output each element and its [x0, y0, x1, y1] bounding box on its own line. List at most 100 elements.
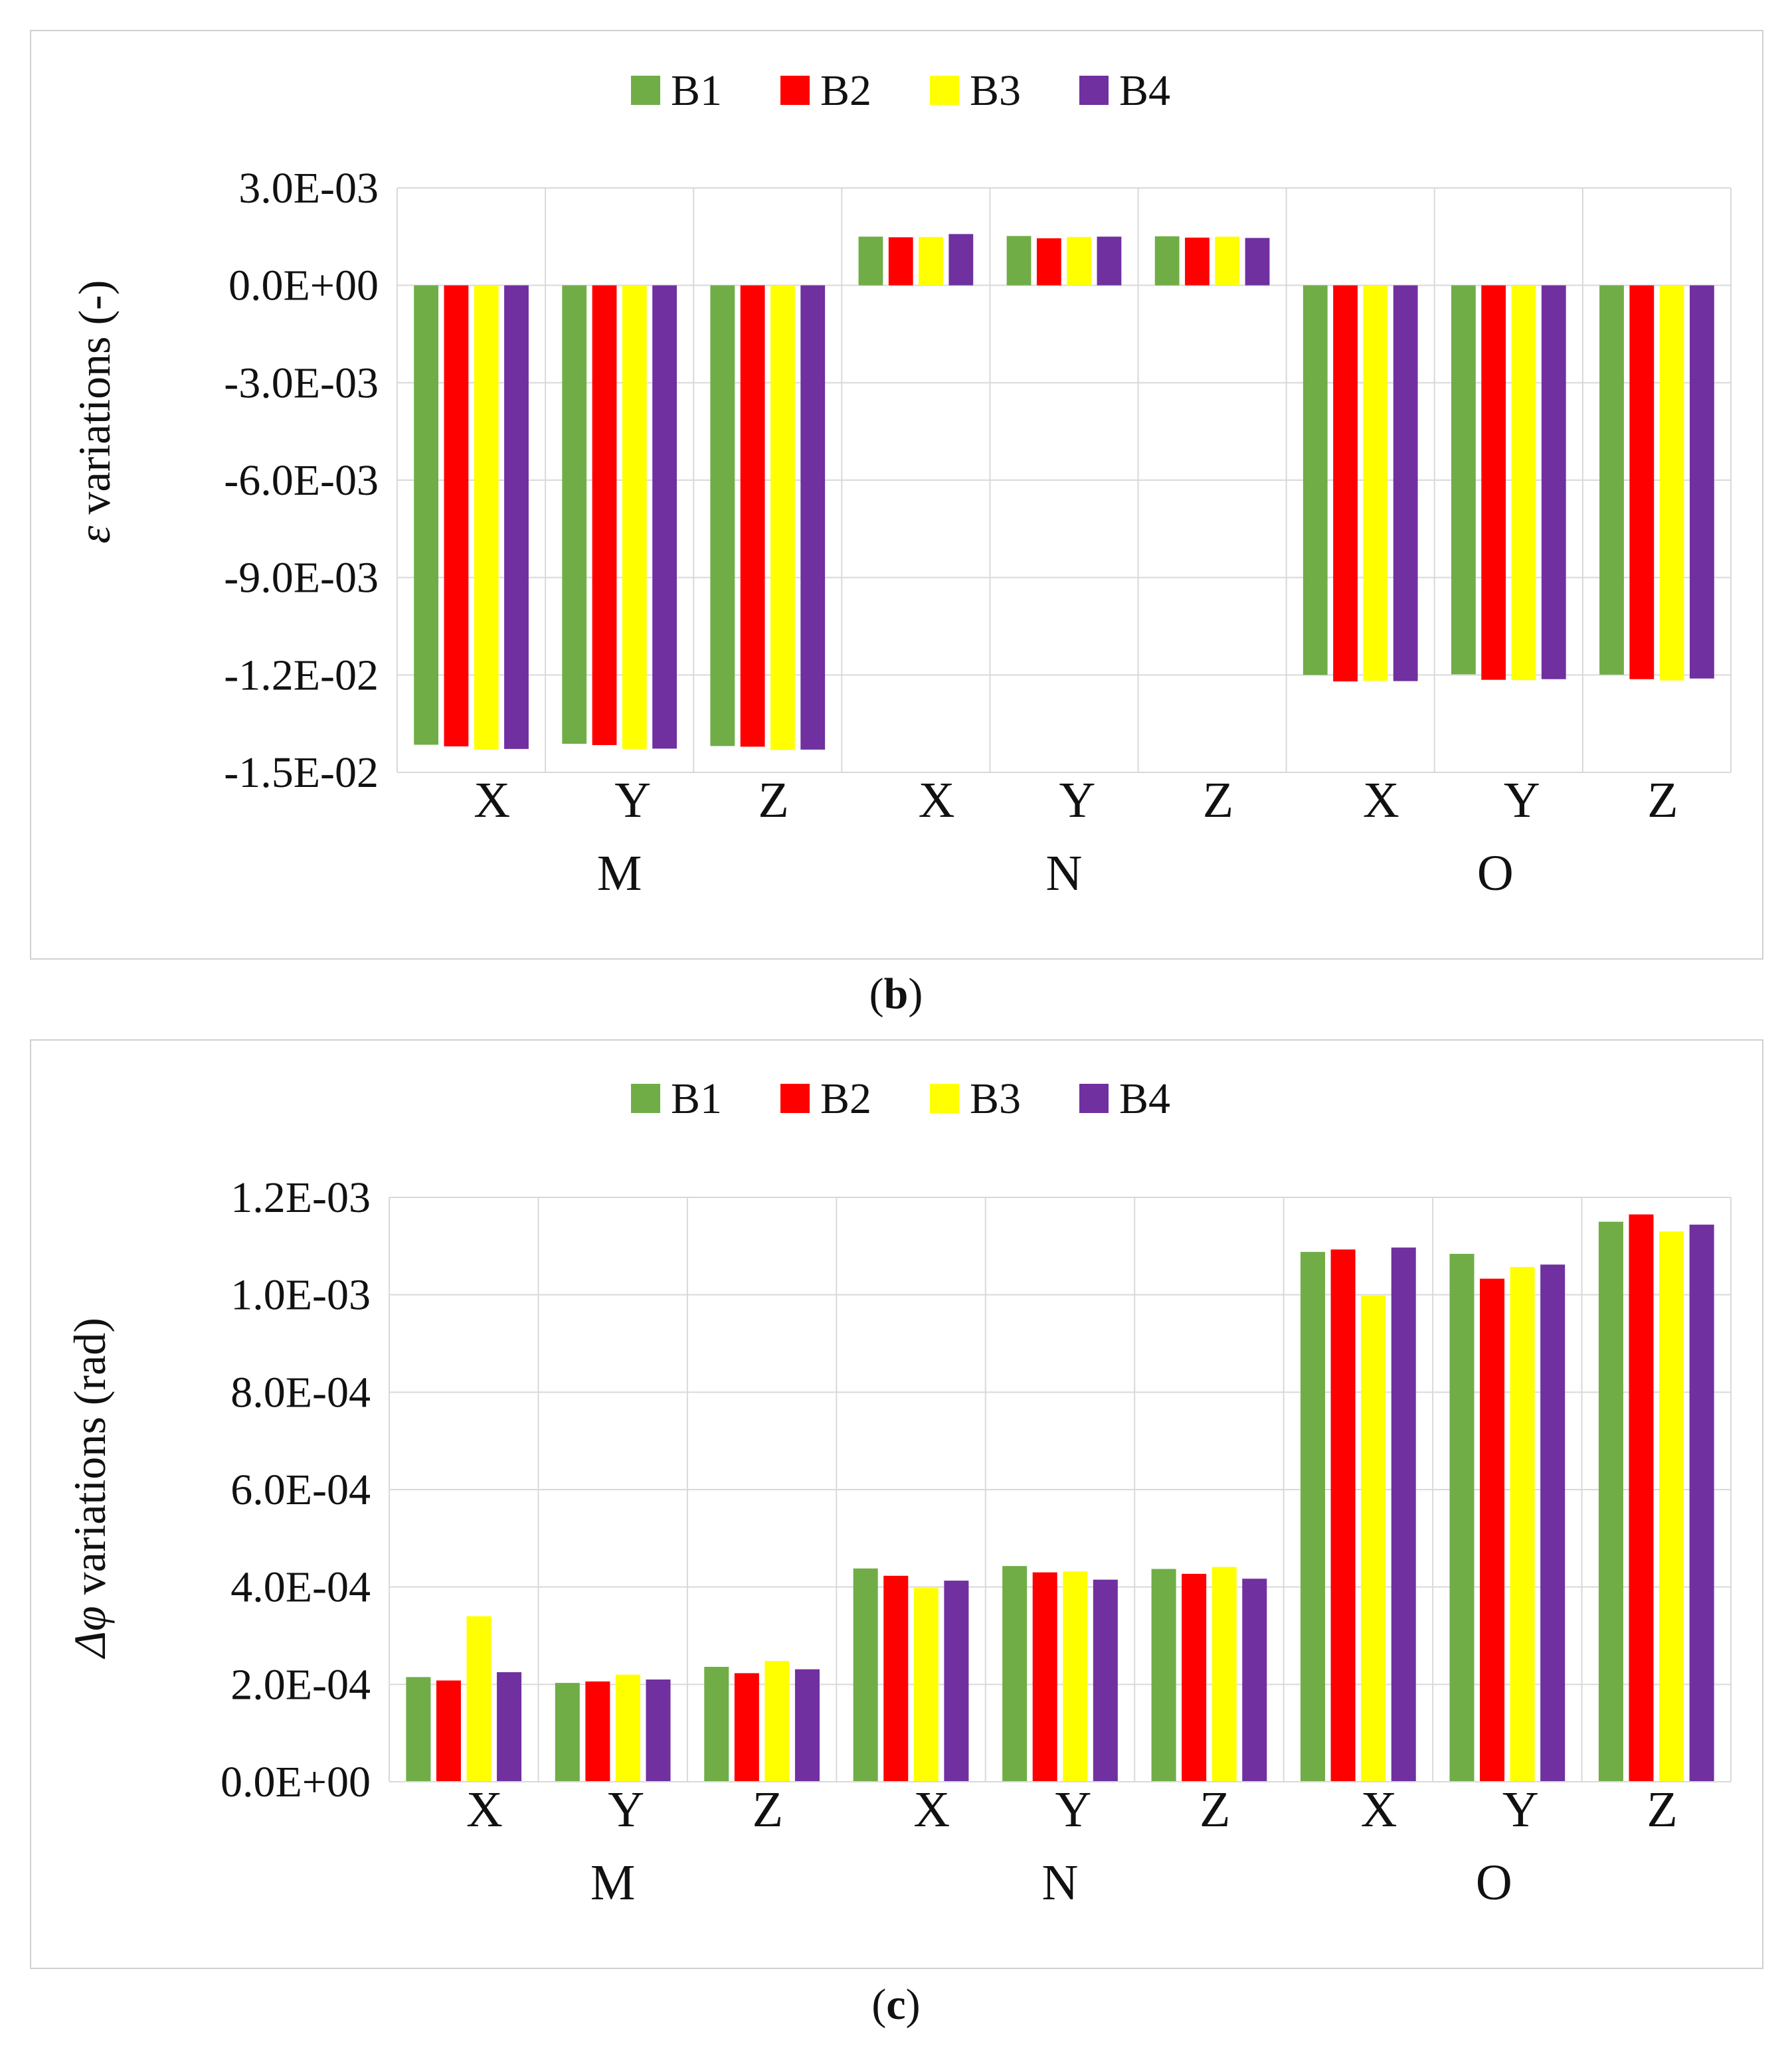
x-subcategory-label: Y [608, 1782, 644, 1838]
legend-swatch-b4 [1079, 76, 1109, 105]
y-tick-label: 1.2E-03 [230, 1173, 371, 1222]
x-subcategory-label: Y [1055, 1782, 1092, 1838]
legend-swatch-b3 [930, 76, 959, 105]
bar-b2-4 [1036, 238, 1061, 286]
x-group-label: M [597, 845, 642, 901]
bar-b1-6 [1300, 1252, 1326, 1782]
bar-b3-7 [1510, 1266, 1535, 1782]
y-tick-label: 0.0E+00 [221, 1758, 371, 1806]
y-tick-label: 2.0E-04 [230, 1660, 371, 1709]
bar-b1-1 [562, 285, 587, 744]
x-group-label: N [1042, 1855, 1079, 1911]
chart-frame [30, 1039, 1763, 1969]
bar-b1-0 [414, 285, 439, 745]
x-group-label: M [590, 1855, 636, 1911]
bar-b2-7 [1480, 1278, 1505, 1782]
panel-caption: (c) [871, 1980, 920, 2029]
x-subcategory-label: Z [1647, 1782, 1677, 1838]
bar-b3-3 [913, 1588, 939, 1782]
x-subcategory-label: Y [1059, 772, 1096, 828]
bar-b3-2 [764, 1661, 790, 1782]
bar-b1-4 [1006, 236, 1031, 286]
legend-label-b1: B1 [671, 66, 722, 115]
bar-b3-2 [770, 285, 795, 750]
bar-b4-1 [652, 285, 677, 749]
bar-b4-8 [1689, 1225, 1714, 1782]
chart-panel-2: 1.2E-03 1.0E-03 8.0E-04 6.0E-04 4.0E-04 2.0E-… [30, 1039, 1763, 2029]
bar-b1-2 [710, 285, 735, 746]
y-tick-label: -3.0E-03 [224, 359, 379, 407]
legend-swatch-b4 [1079, 1084, 1109, 1113]
bar-b2-3 [888, 237, 913, 286]
bar-b1-4 [1002, 1566, 1028, 1782]
bar-b4-7 [1540, 1264, 1566, 1782]
bar-b4-8 [1689, 285, 1714, 679]
bar-b4-4 [1097, 236, 1122, 286]
x-subcategory-label: Y [614, 772, 651, 828]
bar-b4-2 [800, 285, 826, 750]
x-subcategory-label: X [474, 772, 510, 828]
bar-b3-0 [474, 285, 499, 750]
bar-b2-8 [1629, 285, 1655, 679]
y-tick-label: 4.0E-04 [230, 1563, 371, 1612]
x-subcategory-label: X [913, 1782, 950, 1838]
legend-swatch-b3 [930, 1084, 959, 1113]
bar-b4-5 [1245, 238, 1270, 286]
bar-b3-0 [466, 1616, 492, 1782]
bar-b4-4 [1093, 1579, 1118, 1782]
bar-b1-3 [858, 236, 883, 286]
bar-b3-8 [1659, 285, 1684, 681]
y-tick-label: -9.0E-03 [224, 554, 379, 602]
legend-swatch-b2 [780, 1084, 810, 1113]
legend-label-b4: B4 [1119, 1075, 1170, 1123]
bar-b2-0 [444, 285, 469, 746]
bar-b3-6 [1361, 1296, 1386, 1782]
y-tick-label: -6.0E-03 [224, 456, 379, 505]
bar-b2-8 [1629, 1214, 1654, 1782]
bar-b1-1 [555, 1683, 580, 1782]
bar-b2-1 [592, 285, 617, 745]
bar-b4-3 [944, 1581, 969, 1782]
bar-b3-8 [1659, 1231, 1684, 1782]
bar-b4-7 [1541, 285, 1566, 679]
legend-label-b4: B4 [1119, 66, 1170, 115]
y-axis-symbol: Δφ [64, 1594, 115, 1660]
chart-panel-1: 3.0E-03 0.0E+00 -3.0E-03 -6.0E-03 -9.0E-03 -1… [30, 30, 1763, 1018]
bar-b2-2 [734, 1673, 759, 1782]
bar-b1-2 [704, 1666, 729, 1782]
bar-b1-3 [853, 1568, 878, 1782]
bar-b1-6 [1302, 285, 1328, 675]
chart-frame [30, 30, 1763, 960]
legend-label-b1: B1 [671, 1075, 722, 1123]
y-tick-label: 8.0E-04 [230, 1368, 371, 1417]
bar-b2-5 [1182, 1573, 1207, 1782]
x-subcategory-label: Z [1203, 772, 1233, 828]
bar-b2-4 [1032, 1572, 1057, 1782]
bar-b3-5 [1215, 236, 1240, 286]
bar-b1-8 [1598, 1221, 1623, 1782]
bar-b3-4 [1063, 1571, 1088, 1782]
y-tick-label: 0.0E+00 [228, 262, 379, 310]
legend-swatch-b2 [780, 76, 810, 105]
bar-b3-3 [919, 236, 943, 286]
x-subcategory-label: Z [753, 1782, 783, 1838]
legend-label-b3: B3 [970, 1075, 1021, 1123]
bar-b4-1 [646, 1680, 671, 1782]
bar-b2-6 [1333, 285, 1358, 682]
bar-b2-3 [883, 1575, 909, 1782]
y-tick-label: 3.0E-03 [238, 164, 379, 213]
legend-label-b2: B2 [820, 66, 871, 115]
bar-b1-5 [1154, 236, 1180, 286]
x-group-label: N [1046, 845, 1083, 901]
x-subcategory-label: Y [1502, 1782, 1539, 1838]
legend-label-b3: B3 [970, 66, 1021, 115]
y-tick-label: 6.0E-04 [230, 1466, 371, 1514]
bar-b2-0 [436, 1680, 461, 1782]
x-subcategory-label: Z [1647, 772, 1678, 828]
bar-b3-1 [615, 1674, 640, 1782]
bar-b1-5 [1151, 1569, 1176, 1782]
panel-caption: (b) [869, 970, 923, 1018]
bar-b3-5 [1211, 1567, 1237, 1782]
bar-b1-7 [1449, 1254, 1475, 1782]
